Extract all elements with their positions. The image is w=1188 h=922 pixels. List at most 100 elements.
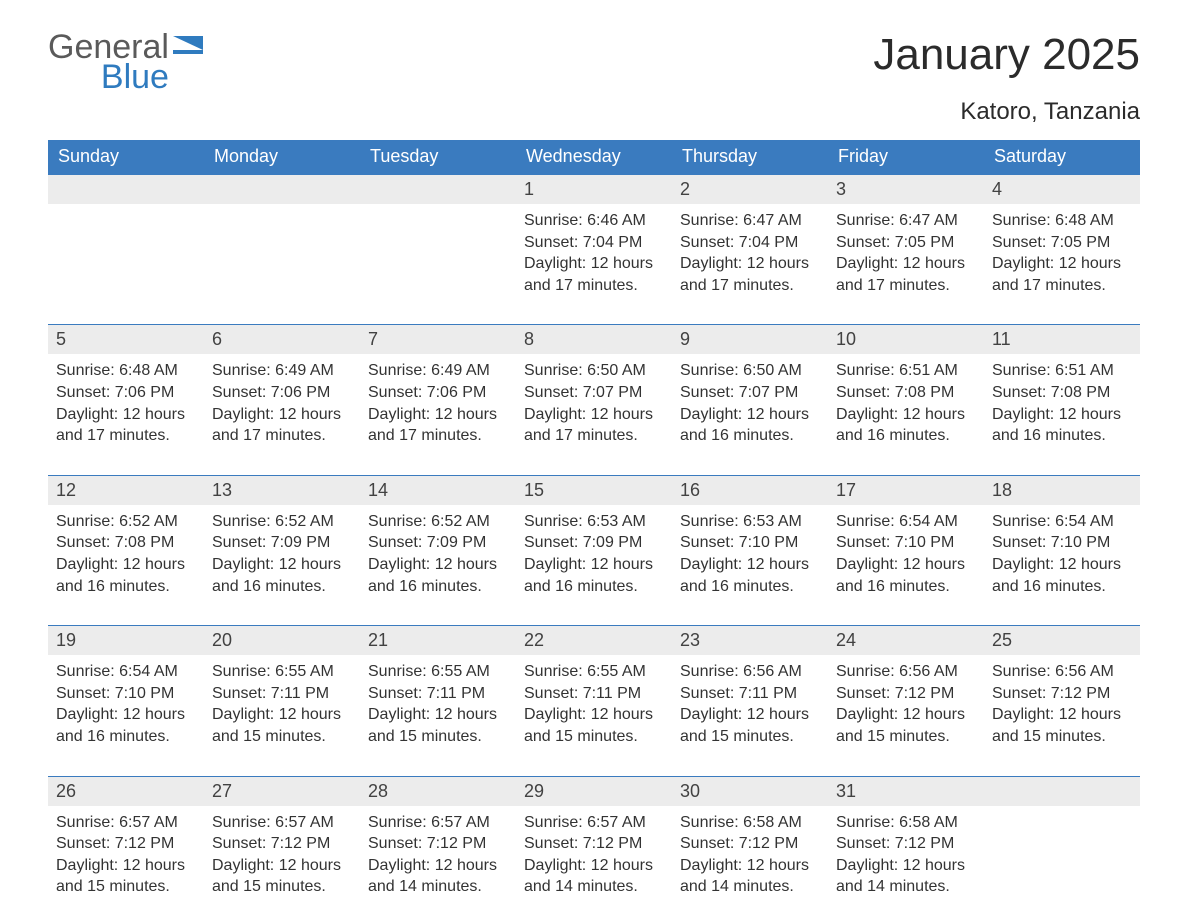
sunrise-text: Sunrise: 6:52 AM bbox=[368, 511, 508, 533]
daylight1-text: Daylight: 12 hours bbox=[212, 404, 352, 426]
day-number: 17 bbox=[828, 476, 984, 505]
day-number bbox=[984, 777, 1140, 806]
daylight1-text: Daylight: 12 hours bbox=[836, 404, 976, 426]
day-cell: Sunrise: 6:56 AMSunset: 7:12 PMDaylight:… bbox=[984, 655, 1140, 771]
daylight2-text: and 16 minutes. bbox=[56, 576, 196, 598]
logo-text-stack: General Blue bbox=[48, 30, 169, 94]
day-cell: Sunrise: 6:58 AMSunset: 7:12 PMDaylight:… bbox=[672, 806, 828, 922]
sunrise-text: Sunrise: 6:52 AM bbox=[212, 511, 352, 533]
day-number: 12 bbox=[48, 476, 204, 505]
day-cell bbox=[984, 806, 1140, 922]
sunset-text: Sunset: 7:12 PM bbox=[212, 833, 352, 855]
day-cell: Sunrise: 6:53 AMSunset: 7:09 PMDaylight:… bbox=[516, 505, 672, 621]
day-cell: Sunrise: 6:58 AMSunset: 7:12 PMDaylight:… bbox=[828, 806, 984, 922]
calendar-week: 19202122232425Sunrise: 6:54 AMSunset: 7:… bbox=[48, 625, 1140, 771]
sunrise-text: Sunrise: 6:54 AM bbox=[992, 511, 1132, 533]
day-number: 20 bbox=[204, 626, 360, 655]
sunrise-text: Sunrise: 6:46 AM bbox=[524, 210, 664, 232]
page-title: January 2025 bbox=[873, 30, 1140, 80]
daylight2-text: and 15 minutes. bbox=[680, 726, 820, 748]
sunrise-text: Sunrise: 6:47 AM bbox=[836, 210, 976, 232]
sunset-text: Sunset: 7:08 PM bbox=[836, 382, 976, 404]
day-cell: Sunrise: 6:48 AMSunset: 7:06 PMDaylight:… bbox=[48, 354, 204, 470]
sunset-text: Sunset: 7:10 PM bbox=[680, 532, 820, 554]
sunrise-text: Sunrise: 6:56 AM bbox=[836, 661, 976, 683]
day-cell: Sunrise: 6:48 AMSunset: 7:05 PMDaylight:… bbox=[984, 204, 1140, 320]
day-number: 16 bbox=[672, 476, 828, 505]
sunrise-text: Sunrise: 6:53 AM bbox=[680, 511, 820, 533]
day-number: 15 bbox=[516, 476, 672, 505]
daylight2-text: and 16 minutes. bbox=[212, 576, 352, 598]
day-number bbox=[360, 175, 516, 204]
sunset-text: Sunset: 7:05 PM bbox=[836, 232, 976, 254]
day-cell: Sunrise: 6:51 AMSunset: 7:08 PMDaylight:… bbox=[828, 354, 984, 470]
day-number: 9 bbox=[672, 325, 828, 354]
day-number bbox=[48, 175, 204, 204]
sunset-text: Sunset: 7:11 PM bbox=[212, 683, 352, 705]
sunrise-text: Sunrise: 6:54 AM bbox=[836, 511, 976, 533]
day-cell: Sunrise: 6:56 AMSunset: 7:11 PMDaylight:… bbox=[672, 655, 828, 771]
daylight2-text: and 16 minutes. bbox=[56, 726, 196, 748]
daylight2-text: and 16 minutes. bbox=[836, 425, 976, 447]
day-cell: Sunrise: 6:47 AMSunset: 7:04 PMDaylight:… bbox=[672, 204, 828, 320]
day-number: 25 bbox=[984, 626, 1140, 655]
day-number-row: 12131415161718 bbox=[48, 476, 1140, 505]
daylight1-text: Daylight: 12 hours bbox=[680, 704, 820, 726]
day-cell: Sunrise: 6:51 AMSunset: 7:08 PMDaylight:… bbox=[984, 354, 1140, 470]
sunset-text: Sunset: 7:04 PM bbox=[680, 232, 820, 254]
day-cell: Sunrise: 6:53 AMSunset: 7:10 PMDaylight:… bbox=[672, 505, 828, 621]
daylight1-text: Daylight: 12 hours bbox=[368, 704, 508, 726]
weekday-header-row: Sunday Monday Tuesday Wednesday Thursday… bbox=[48, 140, 1140, 175]
daylight2-text: and 14 minutes. bbox=[524, 876, 664, 898]
daylight1-text: Daylight: 12 hours bbox=[680, 404, 820, 426]
day-number: 27 bbox=[204, 777, 360, 806]
day-cell: Sunrise: 6:46 AMSunset: 7:04 PMDaylight:… bbox=[516, 204, 672, 320]
daylight2-text: and 16 minutes. bbox=[680, 425, 820, 447]
daylight2-text: and 17 minutes. bbox=[368, 425, 508, 447]
day-cell: Sunrise: 6:57 AMSunset: 7:12 PMDaylight:… bbox=[48, 806, 204, 922]
daylight2-text: and 16 minutes. bbox=[836, 576, 976, 598]
sunset-text: Sunset: 7:06 PM bbox=[368, 382, 508, 404]
sunset-text: Sunset: 7:12 PM bbox=[524, 833, 664, 855]
sunrise-text: Sunrise: 6:49 AM bbox=[212, 360, 352, 382]
sunset-text: Sunset: 7:12 PM bbox=[992, 683, 1132, 705]
weekday-header: Tuesday bbox=[360, 140, 516, 175]
daylight1-text: Daylight: 12 hours bbox=[368, 554, 508, 576]
daylight1-text: Daylight: 12 hours bbox=[56, 404, 196, 426]
calendar: Sunday Monday Tuesday Wednesday Thursday… bbox=[48, 140, 1140, 922]
weekday-header: Saturday bbox=[984, 140, 1140, 175]
calendar-week: 567891011Sunrise: 6:48 AMSunset: 7:06 PM… bbox=[48, 324, 1140, 470]
sunrise-text: Sunrise: 6:58 AM bbox=[836, 812, 976, 834]
day-number: 3 bbox=[828, 175, 984, 204]
sunrise-text: Sunrise: 6:51 AM bbox=[836, 360, 976, 382]
day-number: 19 bbox=[48, 626, 204, 655]
logo: General Blue bbox=[48, 30, 203, 94]
day-cell: Sunrise: 6:56 AMSunset: 7:12 PMDaylight:… bbox=[828, 655, 984, 771]
day-number: 26 bbox=[48, 777, 204, 806]
sunset-text: Sunset: 7:10 PM bbox=[992, 532, 1132, 554]
daylight2-text: and 15 minutes. bbox=[56, 876, 196, 898]
daylight1-text: Daylight: 12 hours bbox=[524, 253, 664, 275]
daylight1-text: Daylight: 12 hours bbox=[524, 855, 664, 877]
sunset-text: Sunset: 7:09 PM bbox=[212, 532, 352, 554]
day-number: 11 bbox=[984, 325, 1140, 354]
day-cell: Sunrise: 6:55 AMSunset: 7:11 PMDaylight:… bbox=[360, 655, 516, 771]
day-number: 14 bbox=[360, 476, 516, 505]
sunrise-text: Sunrise: 6:52 AM bbox=[56, 511, 196, 533]
daylight2-text: and 15 minutes. bbox=[212, 876, 352, 898]
day-number: 30 bbox=[672, 777, 828, 806]
daylight2-text: and 14 minutes. bbox=[836, 876, 976, 898]
sunrise-text: Sunrise: 6:48 AM bbox=[992, 210, 1132, 232]
daylight1-text: Daylight: 12 hours bbox=[368, 855, 508, 877]
daylight2-text: and 15 minutes. bbox=[524, 726, 664, 748]
sunrise-text: Sunrise: 6:58 AM bbox=[680, 812, 820, 834]
day-cell: Sunrise: 6:50 AMSunset: 7:07 PMDaylight:… bbox=[516, 354, 672, 470]
daylight2-text: and 16 minutes. bbox=[368, 576, 508, 598]
day-number: 6 bbox=[204, 325, 360, 354]
daylight2-text: and 15 minutes. bbox=[836, 726, 976, 748]
day-cell: Sunrise: 6:54 AMSunset: 7:10 PMDaylight:… bbox=[48, 655, 204, 771]
weeks-container: 1234Sunrise: 6:46 AMSunset: 7:04 PMDayli… bbox=[48, 175, 1140, 922]
sunrise-text: Sunrise: 6:50 AM bbox=[524, 360, 664, 382]
day-number-row: 567891011 bbox=[48, 325, 1140, 354]
day-number: 5 bbox=[48, 325, 204, 354]
